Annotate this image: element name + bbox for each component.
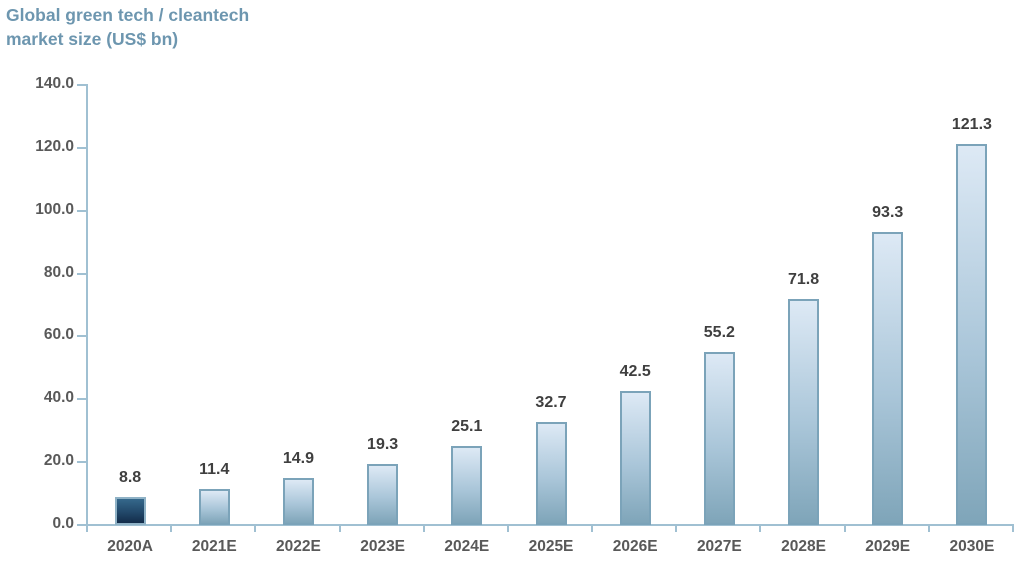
bar [367,464,399,525]
bar [198,489,230,525]
y-tick-mark [77,209,88,212]
x-category-label: 2023E [360,538,406,555]
bar [788,299,820,525]
y-tick-mark [77,272,88,275]
x-tick-mark [170,524,173,532]
x-tick-mark [1012,524,1014,532]
bar-value-label: 8.8 [118,469,142,487]
x-category-label: 2030E [949,538,995,555]
x-tick-mark [843,524,846,532]
x-tick-mark [591,524,594,532]
x-axis-line [86,524,1014,526]
bar-value-label: 14.9 [282,450,315,468]
y-tick-label: 60.0 [43,326,74,344]
bar-value-label: 55.2 [703,323,735,341]
bar [619,391,651,525]
chart-title-line-1: Global green tech / cleantech [6,5,250,25]
y-tick-mark [77,335,88,338]
y-tick-mark [77,398,88,401]
bar-value-label: 93.3 [872,203,904,221]
y-tick-label: 100.0 [35,200,74,218]
bar-value-label: 19.3 [367,436,399,454]
chart-title: Global green tech / cleantech market siz… [6,3,249,51]
x-category-label: 2027E [696,538,742,555]
x-category-label: 2021E [191,538,237,555]
bar [956,143,988,525]
bar-value-label: 11.4 [199,461,230,479]
x-tick-mark [675,524,678,532]
y-tick-label: 0.0 [52,515,74,532]
y-tick-label: 80.0 [43,263,74,281]
y-tick-label: 20.0 [43,452,74,470]
x-category-label: 2025E [528,538,574,555]
x-category-label: 2028E [781,538,826,555]
bar-value-label: 32.7 [535,394,567,412]
y-tick-mark [77,84,88,86]
y-axis-line [86,85,88,532]
x-category-label: 2026E [612,538,658,555]
x-category-label: 2024E [444,538,490,555]
x-tick-mark [254,524,257,532]
bar [282,478,314,525]
y-tick-label: 140.0 [35,75,74,92]
bar [535,422,567,525]
x-tick-mark [338,524,341,532]
bar [114,497,146,525]
x-category-label: 2022E [276,538,321,555]
y-tick-label: 120.0 [35,137,74,155]
bar-value-label: 25.1 [451,418,483,436]
x-tick-mark [506,524,509,532]
y-tick-mark [77,146,88,149]
bar-value-label: 42.5 [619,363,651,381]
x-tick-mark [759,524,762,532]
x-tick-mark [927,524,930,532]
y-tick-label: 40.0 [43,389,74,407]
x-tick-mark [422,524,425,532]
x-category-label: 2020A [107,538,153,555]
x-tick-mark [86,524,88,532]
x-category-label: 2029E [865,538,911,555]
bar-value-label: 71.8 [787,271,820,289]
y-tick-mark [77,461,88,464]
bar-value-label: 121.3 [951,115,992,133]
chart-title-line-2: market size (US$ bn) [6,29,179,50]
bar [703,351,735,525]
bar [451,446,483,525]
bar [872,231,904,525]
y-tick-mark [77,524,88,526]
